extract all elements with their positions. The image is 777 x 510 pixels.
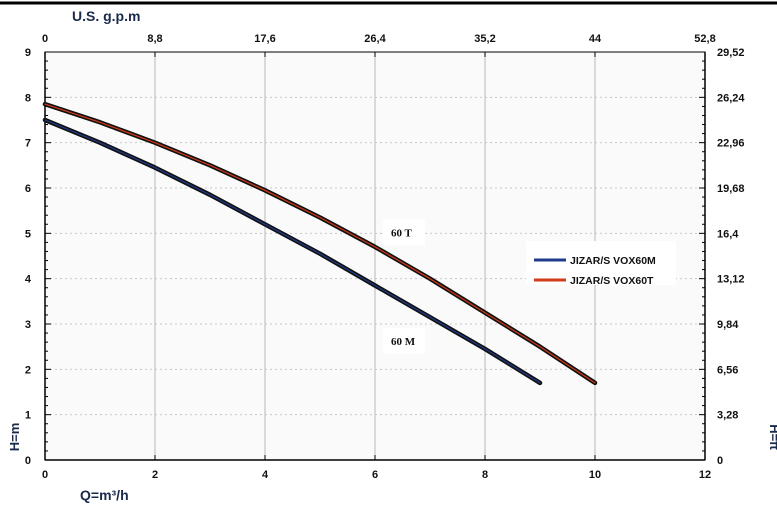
x2-tick-label: 17,6 [254,33,275,45]
annotation-box [383,328,425,355]
y-tick-label: 6 [25,183,31,195]
series-line-1 [44,119,541,384]
y2-tick-label: 6,56 [717,364,738,376]
y-tick-label: 4 [25,274,32,286]
y-tick-label: 0 [25,455,31,467]
x-tick-label: 2 [152,469,158,481]
legend-label: JIZAR/S VOX60M [570,255,656,267]
y2-tick-label: 19,68 [717,183,745,195]
x-tick-label: 4 [262,469,269,481]
y2-tick-label: 22,96 [717,138,745,150]
y2-axis-title: H=ft [767,424,777,450]
x2-axis-title: U.S. g.p.m [72,8,140,24]
y2-tick-label: 26,24 [717,92,745,104]
legend: JIZAR/S VOX60M JIZAR/S VOX60T [526,241,676,287]
legend-box [526,241,676,285]
y2-tick-label: 9,84 [717,319,739,331]
series-layer [42,101,598,386]
annotation-label: 60 M [391,336,416,348]
x-tick-label: 6 [372,469,378,481]
axes: 012345678903,286,569,8413,1216,419,6822,… [25,33,746,481]
x2-tick-label: 52,8 [694,33,715,45]
y2-tick-label: 13,12 [717,274,745,286]
y-tick-label: 5 [25,228,31,240]
y-tick-label: 1 [25,410,31,422]
y-tick-label: 8 [25,92,31,104]
x2-tick-label: 26,4 [364,33,386,45]
x-tick-label: 10 [589,469,601,481]
series-line-2 [44,103,596,384]
legend-label: JIZAR/S VOX60T [570,275,654,287]
x-tick-label: 0 [42,469,48,481]
x2-tick-label: 0 [42,33,48,45]
x-axis-title: Q=m³/h [80,487,129,503]
y-tick-label: 3 [25,319,31,331]
y-tick-label: 7 [25,138,31,150]
x2-tick-label: 35,2 [474,33,495,45]
y-tick-label: 9 [25,47,31,59]
annotations: 60 T 60 M [383,219,425,355]
annotation-box [383,219,425,246]
x-tick-label: 12 [699,469,711,481]
annotation-label: 60 T [391,227,413,239]
x-tick-label: 8 [482,469,488,481]
y-tick-label: 2 [25,364,31,376]
y2-tick-label: 16,4 [717,228,739,240]
x2-tick-label: 44 [589,33,602,45]
y2-tick-label: 0 [717,455,723,467]
y2-tick-label: 29,52 [717,47,745,59]
y-axis-title: H=m [7,423,22,452]
y2-tick-label: 3,28 [717,410,738,422]
x2-tick-label: 8,8 [147,33,162,45]
